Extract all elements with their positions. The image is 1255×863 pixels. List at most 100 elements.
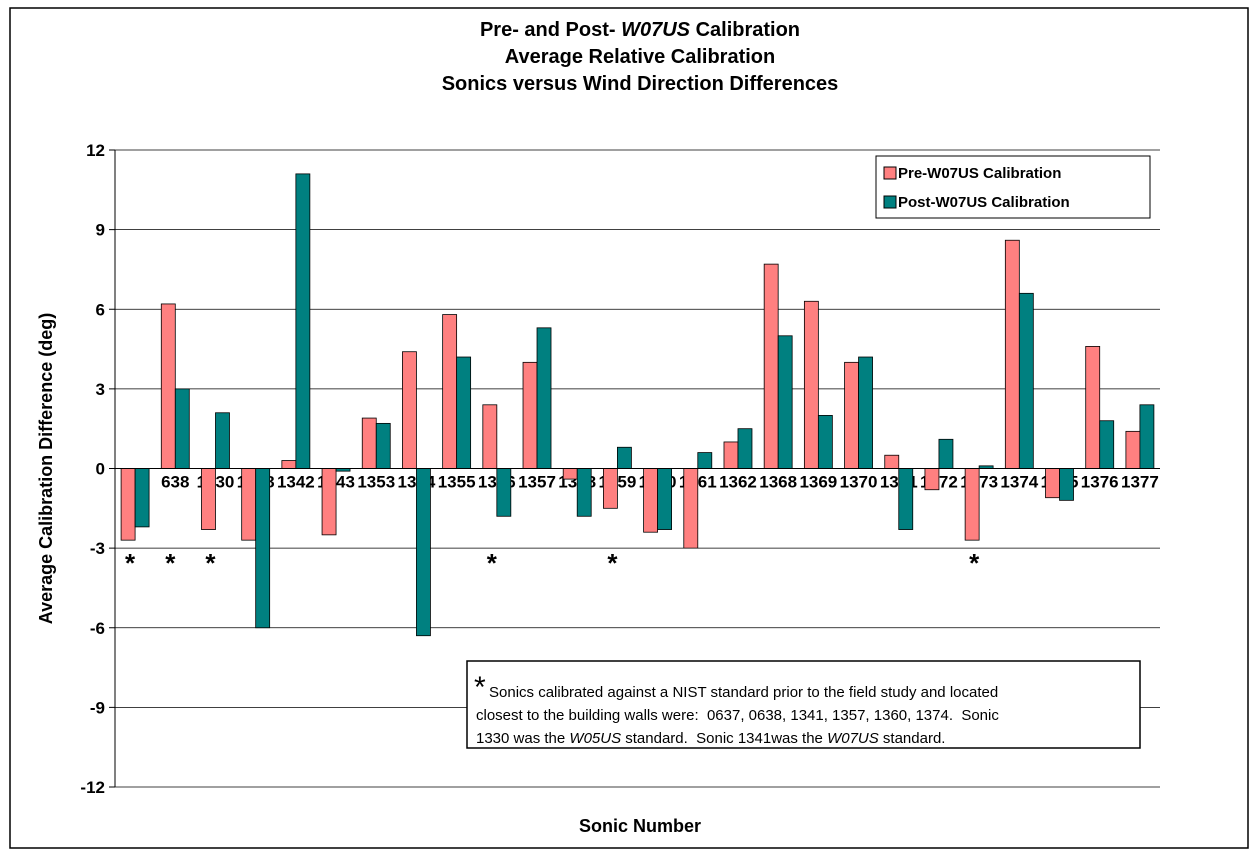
y-tick-label: -6 [90, 619, 105, 638]
bar [241, 468, 257, 541]
bar [576, 468, 592, 517]
category-note: * [487, 548, 498, 578]
x-axis-label: Sonic Number [579, 816, 701, 836]
x-tick-label: 1353 [357, 473, 395, 492]
bar [536, 327, 552, 469]
x-tick-label: 1362 [719, 473, 757, 492]
x-tick-label: 1368 [759, 473, 797, 492]
bar [174, 388, 190, 469]
bar [482, 404, 498, 469]
bar [562, 468, 578, 480]
note-line-part: W05US [569, 730, 621, 747]
bar [134, 468, 150, 528]
chart-title-part: W07US [621, 19, 691, 41]
bar [858, 356, 873, 469]
bar [803, 300, 819, 469]
bar [763, 263, 779, 469]
note-line: closest to the building walls were: 0637… [476, 707, 999, 724]
bar [697, 452, 713, 469]
chart-title: Pre- and Post- W07US Calibration [480, 19, 800, 41]
x-tick-label: 1342 [277, 473, 315, 492]
bar [603, 468, 618, 509]
chart-title-part: Average Relative Calibration [505, 46, 775, 68]
note-box [466, 660, 1141, 749]
bar [160, 303, 176, 469]
note-line-part: standard. [879, 730, 946, 747]
chart-title: Average Relative Calibration [505, 46, 775, 68]
bar [723, 441, 739, 469]
bar [201, 468, 216, 530]
y-tick-label: -9 [90, 698, 105, 717]
x-tick-label: 1355 [438, 473, 476, 492]
bar [442, 314, 458, 469]
bar [416, 468, 431, 637]
y-tick-label: 9 [96, 221, 105, 240]
category-note: * [607, 548, 618, 578]
y-tick-label: -12 [80, 778, 105, 797]
note-line: Sonics calibrated against a NIST standar… [489, 684, 998, 701]
bar [375, 422, 391, 469]
note-line-part: 1330 was the [476, 730, 569, 747]
bar [255, 468, 271, 629]
bar [884, 454, 900, 469]
bar [496, 468, 512, 517]
bar [643, 468, 658, 533]
y-tick-label: 12 [86, 141, 105, 160]
bar [120, 468, 136, 541]
x-tick-label: 1357 [518, 473, 556, 492]
bar [964, 468, 980, 541]
y-tick-label: 3 [96, 380, 105, 399]
y-tick-label: 6 [96, 300, 105, 319]
legend-label: Post-W07US Calibration [898, 194, 1070, 211]
x-tick-label: 1377 [1121, 473, 1159, 492]
category-note: * [125, 548, 136, 578]
bar [361, 417, 377, 469]
y-tick-label: 0 [96, 460, 105, 479]
bar [1018, 292, 1034, 469]
bar [402, 351, 417, 469]
y-axis-label: Average Calibration Difference (deg) [36, 313, 56, 624]
bar [817, 415, 833, 469]
bar [281, 460, 297, 469]
category-note: * [969, 548, 980, 578]
category-note: * [205, 548, 216, 578]
bar [898, 468, 914, 530]
chart-title: Sonics versus Wind Direction Differences [442, 73, 839, 95]
note-line-part: standard. Sonic 1341was the [621, 730, 827, 747]
bar [1085, 346, 1101, 469]
bar [456, 356, 472, 469]
bar [777, 335, 793, 469]
note-line-part: W07US [827, 730, 879, 747]
bar [215, 412, 230, 469]
bar [321, 468, 337, 536]
bar [1004, 239, 1020, 469]
note-line-part: Sonics calibrated against a NIST standar… [489, 684, 998, 701]
chart-title-part: Sonics versus Wind Direction Differences [442, 73, 839, 95]
note-line: 1330 was the W05US standard. Sonic 1341w… [476, 730, 945, 747]
x-tick-label: 1370 [840, 473, 878, 492]
bar [657, 468, 672, 530]
bar [617, 446, 632, 469]
bar [737, 428, 753, 469]
y-tick-label: -3 [90, 539, 105, 558]
x-tick-label: 1374 [1000, 473, 1038, 492]
chart-title-part: Calibration [690, 19, 800, 41]
note-mark: * [474, 671, 486, 704]
category-note: * [165, 548, 176, 578]
bar [938, 438, 954, 469]
bar [295, 173, 311, 469]
bar [1099, 420, 1115, 469]
legend-label: Pre-W07US Calibration [898, 165, 1061, 182]
bar [924, 468, 940, 491]
bar [1125, 430, 1141, 469]
bar [1045, 468, 1060, 499]
bar [683, 468, 699, 549]
note-line-part: closest to the building walls were: 0637… [476, 707, 999, 724]
chart-title-part: Pre- and Post- [480, 19, 621, 41]
bar [522, 361, 538, 469]
legend-swatch [883, 166, 897, 180]
bar [844, 361, 859, 469]
bar [1059, 468, 1074, 501]
bar [1139, 404, 1155, 469]
